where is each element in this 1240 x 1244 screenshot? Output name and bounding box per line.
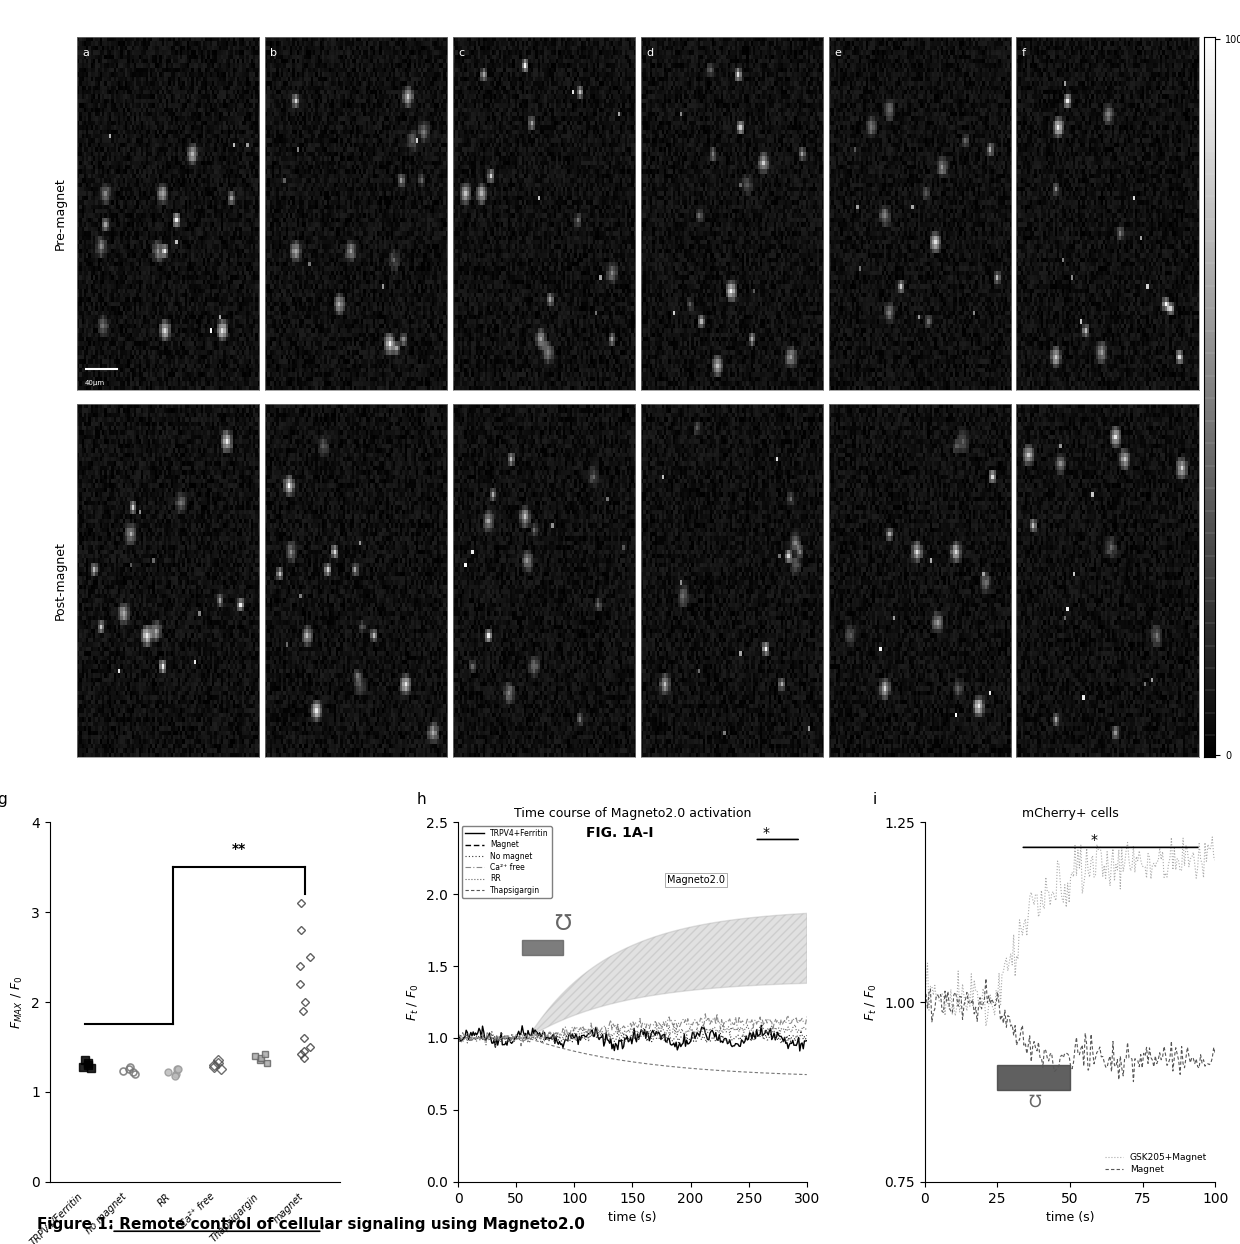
Title: Time course of Magneto2.0 activation: Time course of Magneto2.0 activation [513,806,751,820]
X-axis label: time (s): time (s) [608,1212,657,1224]
GSK205+Magnet [1208,852,1223,867]
Text: f: f [1022,49,1025,58]
GSK205+Magnet [929,990,944,1005]
Text: a: a [83,49,89,58]
Magnet [1197,1052,1211,1067]
GSK205+Magnet [918,998,932,1013]
Legend: GSK205+Magnet, Magnet: GSK205+Magnet, Magnet [1101,1149,1210,1177]
Text: TRPV4+Ferritin: TRPV4+Ferritin [321,61,417,73]
Text: 2.0 Thap: 2.0 Thap [1078,61,1132,73]
Bar [997,1065,1070,1090]
Magnet [929,988,944,1003]
Text: *: * [763,826,770,840]
Y-axis label: $F_{MAX}$ / $F_0$: $F_{MAX}$ / $F_0$ [10,975,26,1029]
Magnet [1185,1051,1200,1066]
Text: 2.0 Ca²⁺ free: 2.0 Ca²⁺ free [880,61,961,73]
Title: mCherry+ cells: mCherry+ cells [1022,806,1118,820]
Text: Magneto2.0: Magneto2.0 [667,875,725,884]
Line: GSK205+Magnet: GSK205+Magnet [925,837,1215,1026]
Magnet [978,972,993,986]
GSK205+Magnet [971,996,986,1011]
Text: ℧: ℧ [1029,1092,1042,1111]
Magnet [1208,1045,1223,1060]
Text: b: b [270,49,278,58]
Text: h: h [417,792,425,807]
GSK205+Magnet [978,1019,993,1034]
Text: Post-magnet: Post-magnet [55,541,67,620]
Text: **: ** [232,842,246,856]
Text: 2.0 no magnet: 2.0 no magnet [507,61,599,73]
Text: g: g [0,792,7,807]
GSK205+Magnet [935,986,950,1001]
Text: e: e [835,49,841,58]
Text: *: * [1090,833,1097,847]
Text: c: c [459,49,465,58]
Text: 2.0 RR: 2.0 RR [715,61,758,73]
GSK205+Magnet [996,964,1011,979]
Line: Magnet: Magnet [925,979,1215,1081]
Magnet [996,1015,1011,1030]
GSK205+Magnet [1205,830,1220,845]
Magnet [1126,1074,1141,1088]
Text: ℧: ℧ [554,914,572,934]
Text: i: i [872,792,877,807]
Y-axis label: $F_t$ / $F_0$: $F_t$ / $F_0$ [863,983,879,1020]
GSK205+Magnet [1184,850,1199,865]
Bar [522,940,563,954]
Text: Figure 1: Remote control of cellular signaling using Magneto2.0: Figure 1: Remote control of cellular sig… [37,1217,585,1232]
Text: d: d [646,49,653,58]
Magnet [971,999,986,1014]
Text: 2.0 magnet: 2.0 magnet [149,61,221,73]
Text: 40μm: 40μm [84,381,104,387]
Magnet [935,1004,950,1019]
Y-axis label: $F_t$ / $F_0$: $F_t$ / $F_0$ [405,983,420,1020]
GSK205+Magnet [1194,857,1209,872]
Magnet [918,982,932,996]
Text: Pre-magnet: Pre-magnet [55,177,67,250]
Text: FIG. 1A-I: FIG. 1A-I [587,826,653,840]
Legend: TRPV4+Ferritin, Magnet, No magnet, Ca²⁺ free, RR, Thapsigargin: TRPV4+Ferritin, Magnet, No magnet, Ca²⁺ … [461,826,552,898]
X-axis label: time (s): time (s) [1045,1212,1094,1224]
